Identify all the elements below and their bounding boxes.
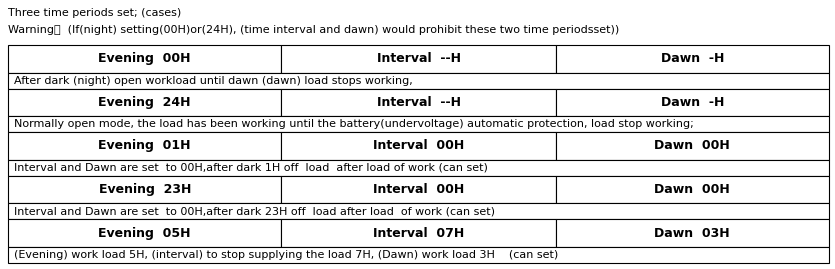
Text: Evening  05H: Evening 05H [99, 227, 191, 240]
Text: Three time periods set; (cases): Three time periods set; (cases) [8, 8, 181, 18]
Text: Interval  00H: Interval 00H [373, 139, 464, 153]
Bar [281, 220, 555, 247]
Bar [8, 203, 829, 220]
Bar [8, 73, 829, 89]
Bar [8, 116, 829, 132]
Bar [555, 132, 829, 160]
Bar [555, 176, 829, 203]
Text: After dark (night) open workload until dawn (dawn) load stops working,: After dark (night) open workload until d… [14, 76, 412, 86]
Text: Interval and Dawn are set  to 00H,after dark 1H off  load  after load of work (c: Interval and Dawn are set to 00H,after d… [14, 163, 488, 173]
Bar [281, 45, 555, 73]
Bar [8, 160, 829, 176]
Text: Normally open mode, the load has been working until the battery(undervoltage) au: Normally open mode, the load has been wo… [14, 119, 694, 129]
Text: Warning：  (If(night) setting(00H)or(24H), (time interval and dawn) would prohibi: Warning： (If(night) setting(00H)or(24H),… [8, 26, 620, 36]
Text: Dawn  00H: Dawn 00H [655, 183, 730, 196]
Text: Dawn  00H: Dawn 00H [655, 139, 730, 153]
Text: (Evening) work load 5H, (interval) to stop supplying the load 7H, (Dawn) work lo: (Evening) work load 5H, (interval) to st… [14, 250, 559, 260]
Text: Dawn  -H: Dawn -H [660, 96, 724, 109]
Bar [281, 176, 555, 203]
Text: Interval  07H: Interval 07H [373, 227, 464, 240]
Text: Dawn  -H: Dawn -H [660, 52, 724, 65]
Text: Evening  23H: Evening 23H [99, 183, 191, 196]
Bar [8, 247, 829, 263]
Bar [8, 220, 281, 247]
Bar [555, 45, 829, 73]
Text: Dawn  03H: Dawn 03H [655, 227, 730, 240]
Text: Evening  24H: Evening 24H [99, 96, 191, 109]
Bar [281, 132, 555, 160]
Text: Interval  --H: Interval --H [377, 96, 460, 109]
Text: Interval  00H: Interval 00H [373, 183, 464, 196]
Bar [8, 89, 281, 116]
Bar [281, 89, 555, 116]
Text: Interval  --H: Interval --H [377, 52, 460, 65]
Bar [8, 45, 281, 73]
Text: Evening  01H: Evening 01H [99, 139, 191, 153]
Bar [8, 176, 281, 203]
Bar [555, 89, 829, 116]
Text: Interval and Dawn are set  to 00H,after dark 23H off  load after load  of work (: Interval and Dawn are set to 00H,after d… [14, 206, 495, 216]
Bar [555, 220, 829, 247]
Bar [8, 132, 281, 160]
Text: Evening  00H: Evening 00H [99, 52, 191, 65]
